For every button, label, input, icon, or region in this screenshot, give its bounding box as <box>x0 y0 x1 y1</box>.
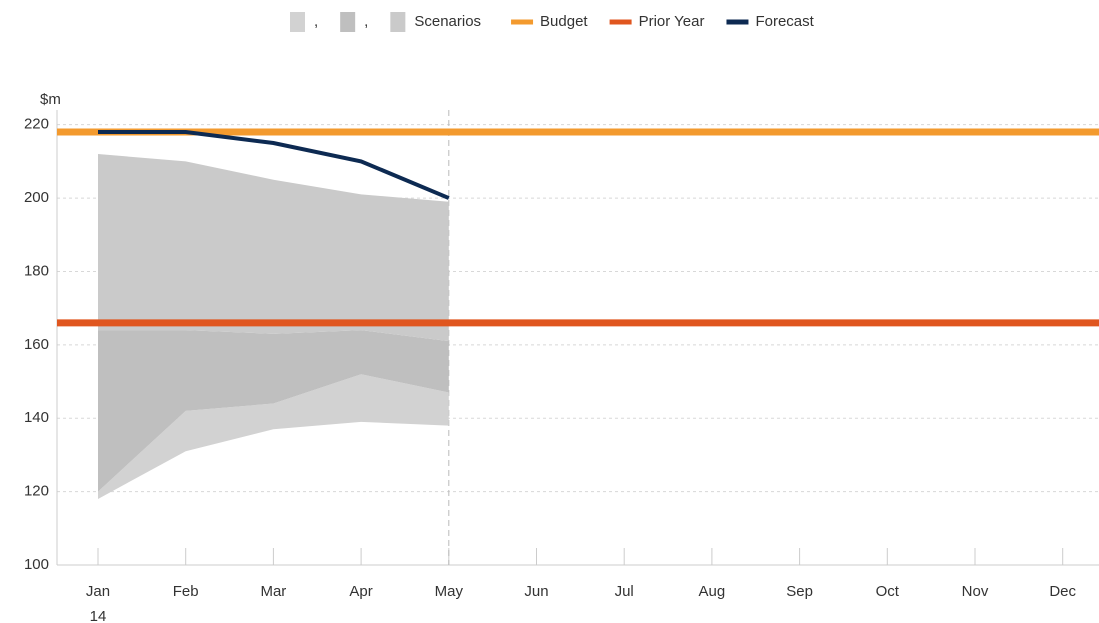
legend-label: Budget <box>540 13 588 30</box>
y-axis-label: $m <box>40 91 61 108</box>
x-tick-label: Feb <box>173 583 199 600</box>
y-tick-label: 120 <box>24 483 49 500</box>
legend-label: Prior Year <box>639 13 705 30</box>
legend-label: Forecast <box>755 13 814 30</box>
scenario-band <box>98 330 449 492</box>
x-tick-label: Apr <box>349 583 372 600</box>
x-tick-label: Mar <box>260 583 286 600</box>
x-tick-label: Jun <box>524 583 548 600</box>
legend-swatch <box>390 12 406 32</box>
x-tick-label: Dec <box>1049 583 1076 600</box>
y-tick-label: 140 <box>24 409 49 426</box>
legend: ,, Scenarios Budget Prior Year Forecast <box>290 12 815 32</box>
y-tick-label: 100 <box>24 556 49 573</box>
y-tick-label: 220 <box>24 116 49 133</box>
series-line <box>98 130 450 200</box>
legend-swatch <box>290 12 305 32</box>
x-tick-label: Aug <box>699 583 726 600</box>
x-tick-label: Oct <box>876 583 900 600</box>
x-tick-label: Nov <box>962 583 989 600</box>
scenario-band <box>98 154 449 342</box>
y-tick-label: 200 <box>24 189 49 206</box>
scenario-band <box>98 374 449 499</box>
x-tick-label: Sep <box>786 583 813 600</box>
x-year-label: 14 <box>90 608 107 623</box>
legend-label: , <box>364 13 368 30</box>
y-tick-label: 160 <box>24 336 49 353</box>
x-tick-label: Jan <box>86 583 110 600</box>
legend-label: , <box>314 13 318 30</box>
legend-swatch <box>340 12 356 32</box>
legend-label: Scenarios <box>414 13 481 30</box>
x-tick-label: May <box>435 583 464 600</box>
x-tick-label: Jul <box>615 583 634 600</box>
y-tick-label: 180 <box>24 262 49 279</box>
